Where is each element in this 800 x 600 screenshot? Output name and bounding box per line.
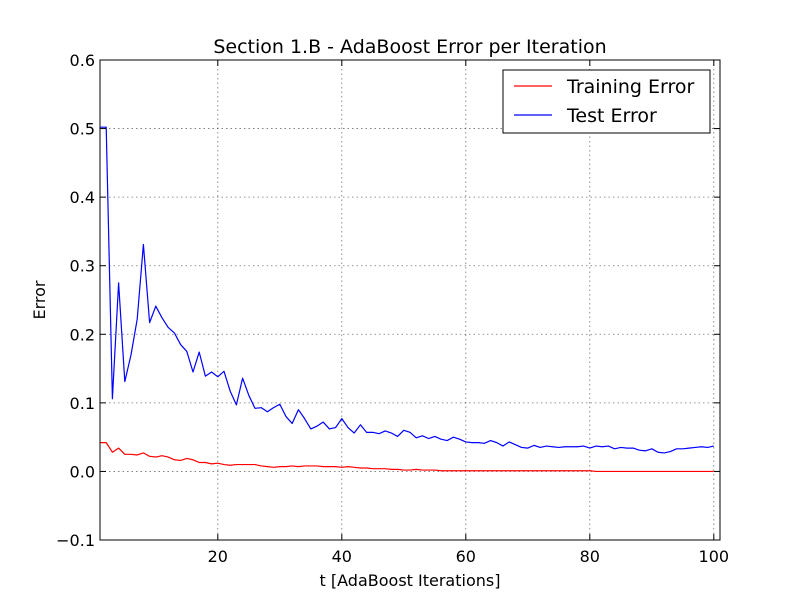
y-tick-label: 0.0	[70, 462, 95, 481]
y-tick-label: 0.1	[70, 394, 95, 413]
series-line-training-error	[100, 442, 714, 473]
series-lines	[100, 126, 714, 473]
x-tick-label: 100	[699, 547, 730, 566]
x-tick-label: 80	[580, 547, 600, 566]
grid-lines	[100, 59, 720, 541]
y-tick-label: 0.2	[70, 325, 95, 344]
legend-label-test: Test Error	[566, 105, 657, 127]
plot-frame	[99, 59, 721, 541]
y-tick-label: 0.3	[70, 257, 95, 276]
chart-title: Section 1.B - AdaBoost Error per Iterati…	[213, 36, 606, 58]
series-line-test-error	[100, 126, 714, 454]
axis-ticks: 20 40 60 80 100 −0.1 0.0 0.1 0.2 0.3 0.4 0.5 0.6	[56, 51, 729, 566]
x-tick-label: 40	[332, 547, 352, 566]
y-tick-label: 0.4	[70, 188, 95, 207]
legend-box	[502, 69, 711, 134]
x-axis-label: t [AdaBoost Iterations]	[320, 571, 501, 590]
legend-label-training: Training Error	[566, 76, 695, 98]
y-tick-label: 0.5	[70, 120, 95, 139]
y-tick-label: −0.1	[56, 531, 95, 550]
legend: Training Error Test Error	[502, 69, 711, 134]
y-axis-label: Error	[30, 280, 49, 319]
x-tick-label: 20	[208, 547, 228, 566]
x-tick-label: 60	[456, 547, 476, 566]
y-tick-label: 0.6	[70, 51, 95, 70]
